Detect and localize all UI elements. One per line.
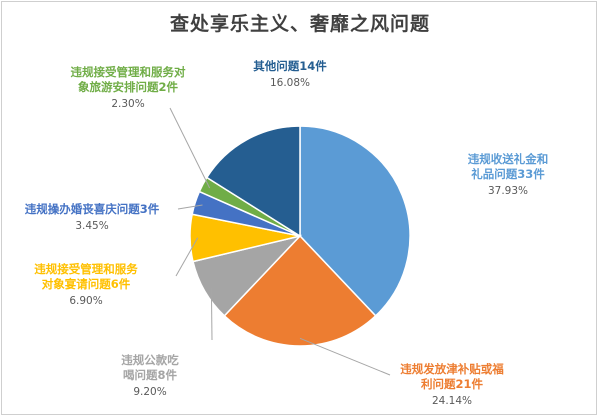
data-label-name: 礼品问题33件 bbox=[471, 167, 545, 181]
pie-slice bbox=[299, 125, 411, 317]
data-label-name: 其他问题14件 bbox=[253, 59, 327, 73]
leader-line bbox=[177, 204, 203, 210]
data-label-name: 利问题21件 bbox=[420, 377, 484, 391]
data-label: 其他问题14件 16.08% bbox=[253, 59, 327, 89]
data-label-percent: 24.14% bbox=[432, 395, 472, 407]
data-label-percent: 9.20% bbox=[133, 386, 166, 398]
data-label-percent: 2.30% bbox=[111, 98, 144, 110]
data-label-percent: 16.08% bbox=[270, 77, 310, 89]
leader-lines bbox=[169, 107, 391, 376]
pie-slices bbox=[189, 125, 411, 347]
data-label-name: 对象宴请问题6件 bbox=[42, 277, 131, 291]
chart-title: 查处享乐主义、奢靡之风问题 bbox=[169, 13, 430, 35]
data-label-percent: 37.93% bbox=[488, 185, 528, 197]
data-label-name: 违规接受管理和服务对 bbox=[71, 65, 186, 79]
pie-slice bbox=[205, 125, 301, 238]
leader-line bbox=[299, 337, 391, 376]
data-label-percent: 6.90% bbox=[69, 295, 102, 307]
leader-line bbox=[210, 287, 213, 341]
data-label-name: 违规操办婚丧喜庆问题3件 bbox=[25, 202, 160, 216]
data-label-name: 违规发放津补贴或福 bbox=[400, 362, 504, 376]
data-label: 违规操办婚丧喜庆问题3件 3.45% bbox=[25, 202, 160, 232]
data-label-name: 违规公款吃 bbox=[121, 353, 179, 367]
data-label-percent: 3.45% bbox=[75, 220, 108, 232]
data-label-name: 违规接受管理和服务 bbox=[34, 262, 138, 276]
leader-line bbox=[169, 107, 211, 189]
data-label-name: 喝问题8件 bbox=[123, 368, 178, 382]
pie-slice bbox=[223, 234, 377, 347]
leader-line bbox=[175, 237, 199, 277]
data-label-name: 违规收送礼金和 bbox=[468, 152, 549, 166]
data-label-name: 象旅游安排问题2件 bbox=[78, 80, 179, 94]
